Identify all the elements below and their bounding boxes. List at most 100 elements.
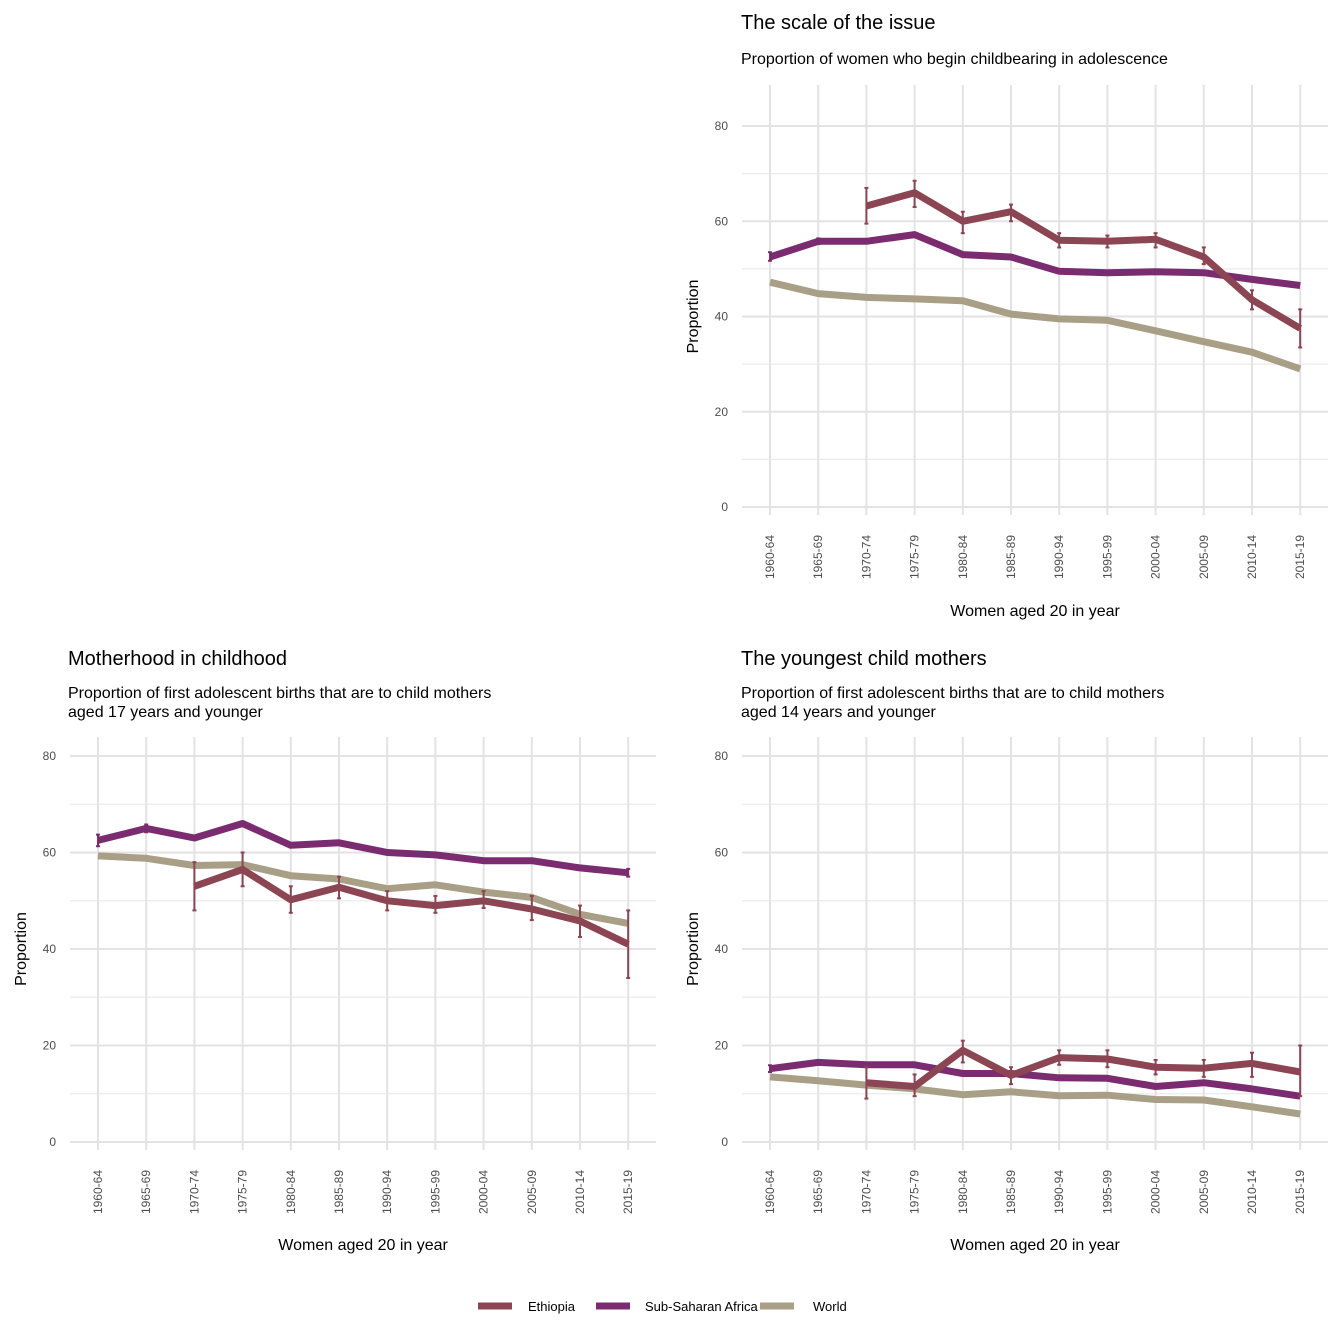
x-axis-title: Women aged 20 in year <box>950 603 1120 620</box>
y-tick-label: 20 <box>715 1039 729 1053</box>
x-tick-label: 1990-94 <box>1052 1170 1066 1214</box>
legend-label: Sub-Saharan Africa <box>645 1299 759 1314</box>
y-tick-label: 40 <box>715 310 729 324</box>
y-tick-label: 60 <box>715 214 729 228</box>
x-tick-label: 1980-84 <box>284 1170 298 1214</box>
panel-title: The scale of the issue <box>741 12 936 34</box>
error-bar <box>433 894 438 914</box>
series-line-world <box>769 1073 1301 1118</box>
x-tick-label: 1995-99 <box>1100 535 1114 579</box>
y-tick-label: 80 <box>715 119 729 133</box>
panel-3: 0 20 40 60 80 1960-64 1965-69 1970-74 1975-79 198… <box>685 648 1328 1254</box>
x-tick-label: 1970-74 <box>187 1170 201 1214</box>
series-line-world <box>97 852 629 927</box>
x-tick-label: 1970-74 <box>859 1170 873 1214</box>
error-bar <box>288 885 293 914</box>
panel-subtitle: Proportion of women who begin childbeari… <box>741 51 1168 68</box>
error-bar <box>1105 234 1110 249</box>
x-tick-label: 1960-64 <box>763 1170 777 1214</box>
x-tick-label: 1985-89 <box>332 1170 346 1214</box>
panel-1: 0 20 40 60 80 1960-64 1965-69 1970-74 1975-79 198… <box>685 12 1328 620</box>
error-bar <box>1009 1066 1013 1086</box>
x-tick-label: 1965-69 <box>139 1170 153 1214</box>
x-tick-label: 1975-79 <box>908 1170 922 1214</box>
legend-label: World <box>813 1299 847 1314</box>
x-tick-label: 1975-79 <box>236 1170 250 1214</box>
x-tick-label: 2005-09 <box>1197 535 1211 579</box>
x-tick-label: 1985-89 <box>1004 535 1018 579</box>
x-tick-label: 1980-84 <box>956 1170 970 1214</box>
x-tick-label: 2015-19 <box>621 1170 635 1214</box>
legend: Ethiopia Sub-Saharan Africa World <box>478 1299 847 1314</box>
x-tick-label: 2010-14 <box>573 1170 587 1214</box>
x-tick-label: 1990-94 <box>1052 535 1066 579</box>
error-bar <box>864 1066 869 1100</box>
legend-item-ethiopia: Ethiopia <box>478 1299 576 1314</box>
y-tick-label: 80 <box>43 749 57 763</box>
y-axis-title: Proportion <box>685 280 702 354</box>
legend-item-world: World <box>760 1299 847 1314</box>
x-tick-label: 1995-99 <box>1100 1170 1114 1214</box>
x-tick-label: 1960-64 <box>91 1170 105 1214</box>
error-bar <box>1153 232 1158 249</box>
x-tick-label: 2015-19 <box>1293 535 1307 579</box>
y-tick-label: 0 <box>49 1135 56 1149</box>
y-tick-label: 60 <box>715 846 729 860</box>
x-tick-label: 2010-14 <box>1245 1170 1259 1214</box>
y-tick-label: 80 <box>715 749 729 763</box>
y-tick-label: 40 <box>43 942 57 956</box>
y-tick-label: 20 <box>43 1039 57 1053</box>
series-line-ethiopia <box>866 1046 1301 1090</box>
x-tick-label: 1985-89 <box>1004 1170 1018 1214</box>
error-bar <box>1250 1051 1254 1078</box>
x-tick-label: 1975-79 <box>908 535 922 579</box>
x-tick-label: 1965-69 <box>811 535 825 579</box>
x-tick-label: 1990-94 <box>380 1170 394 1214</box>
legend-label: Ethiopia <box>528 1299 576 1314</box>
x-tick-label: 1965-69 <box>811 1170 825 1214</box>
series-line-ethiopia <box>193 865 630 948</box>
y-tick-label: 60 <box>43 846 57 860</box>
error-bar <box>768 251 772 262</box>
series-line-world <box>769 278 1302 373</box>
x-tick-label: 2010-14 <box>1245 535 1259 579</box>
x-tick-label: 2015-19 <box>1293 1170 1307 1214</box>
y-tick-label: 0 <box>721 500 728 514</box>
legend-item-sub-saharan-africa: Sub-Saharan Africa <box>596 1299 759 1314</box>
x-tick-label: 1995-99 <box>428 1170 442 1214</box>
error-bar <box>337 875 341 900</box>
panel-title: The youngest child mothers <box>741 648 987 670</box>
panel-subtitle: Proportion of first adolescent births th… <box>741 685 1164 702</box>
x-axis-title: Women aged 20 in year <box>950 1237 1120 1254</box>
error-bar <box>481 890 486 909</box>
error-bar <box>1201 246 1206 266</box>
x-tick-label: 1980-84 <box>956 535 970 579</box>
y-tick-label: 20 <box>715 405 729 419</box>
error-bar <box>912 1073 917 1098</box>
panel-subtitle: Proportion of first adolescent births th… <box>68 685 491 702</box>
x-tick-label: 2000-04 <box>1149 535 1163 579</box>
panel-subtitle: aged 14 years and younger <box>741 704 936 721</box>
x-tick-label: 1970-74 <box>859 535 873 579</box>
series-line-ethiopia <box>865 189 1302 332</box>
error-bar <box>1201 1058 1206 1078</box>
y-axis-title: Proportion <box>13 912 30 986</box>
panel-title: Motherhood in childhood <box>68 648 287 670</box>
y-axis-title: Proportion <box>685 912 702 986</box>
error-bar <box>864 186 869 225</box>
error-bar <box>1009 203 1013 223</box>
error-bar <box>1105 1049 1110 1069</box>
error-bar <box>529 894 534 922</box>
error-bar <box>960 210 965 235</box>
x-axis-title: Women aged 20 in year <box>278 1237 448 1254</box>
series-line-sub-saharan-africa <box>768 231 1301 289</box>
x-tick-label: 1960-64 <box>763 535 777 579</box>
error-bar <box>960 1039 965 1064</box>
error-bar <box>912 179 917 208</box>
y-tick-label: 40 <box>715 942 729 956</box>
y-tick-label: 0 <box>721 1135 728 1149</box>
error-bar <box>578 904 582 938</box>
panel-subtitle: aged 17 years and younger <box>68 704 263 721</box>
series-line-sub-saharan-africa <box>97 820 629 877</box>
